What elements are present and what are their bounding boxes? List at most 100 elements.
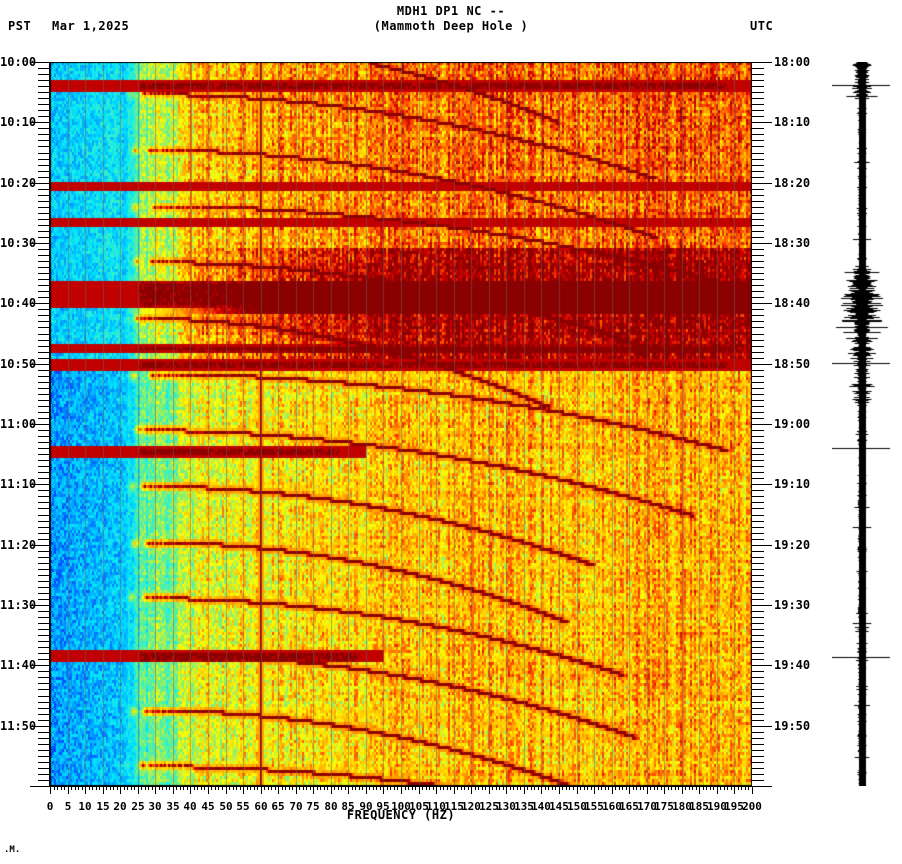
axis-tick: [38, 430, 50, 431]
axis-tick: [38, 714, 50, 715]
axis-tick: [752, 110, 764, 111]
right-time-label: 18:50: [774, 357, 811, 371]
axis-tick: [419, 786, 420, 794]
axis-tick: [513, 786, 514, 790]
axis-tick: [38, 521, 50, 522]
axis-tick: [710, 786, 711, 790]
frequency-tick-label: 60: [254, 800, 268, 813]
axis-tick: [752, 140, 764, 141]
axis-tick: [752, 146, 764, 147]
axis-tick: [552, 786, 553, 790]
axis-tick: [748, 786, 749, 790]
axis-tick: [752, 309, 764, 310]
axis-tick: [752, 696, 764, 697]
axis-tick: [397, 786, 398, 790]
axis-tick: [257, 786, 258, 790]
axis-tick: [752, 762, 764, 763]
axis-tick: [38, 557, 50, 558]
axis-tick: [752, 171, 764, 172]
axis-tick: [752, 122, 772, 123]
axis-tick: [510, 786, 511, 790]
axis-tick: [541, 786, 542, 794]
axis-tick: [38, 490, 50, 491]
axis-tick: [64, 786, 65, 790]
axis-tick: [30, 726, 50, 727]
left-time-label: 10:10: [0, 115, 37, 129]
axis-tick: [752, 671, 764, 672]
axis-tick: [661, 786, 662, 790]
axis-tick: [752, 635, 764, 636]
station-subtitle: (Mammoth Deep Hole ): [373, 19, 529, 33]
axis-tick: [752, 189, 764, 190]
axis-tick: [752, 352, 764, 353]
axis-tick: [38, 400, 50, 401]
right-time-label: 19:50: [774, 719, 811, 733]
frequency-tick-label: 45: [201, 800, 215, 813]
axis-tick: [752, 708, 764, 709]
axis-tick: [338, 786, 339, 790]
axis-tick: [30, 605, 50, 606]
axis-tick: [117, 786, 118, 790]
axis-tick: [752, 629, 764, 630]
axis-tick: [38, 696, 50, 697]
axis-tick: [38, 466, 50, 467]
frequency-tick-label: 185: [689, 800, 709, 813]
axis-tick: [38, 346, 50, 347]
axis-tick: [752, 454, 764, 455]
axis-tick: [752, 726, 772, 727]
spectrogram-plot[interactable]: [50, 62, 752, 786]
axis-tick: [752, 177, 764, 178]
axis-tick: [38, 478, 50, 479]
axis-tick: [30, 665, 50, 666]
axis-tick: [362, 786, 363, 790]
axis-tick: [633, 786, 634, 790]
axis-tick: [38, 297, 50, 298]
axis-tick: [752, 285, 764, 286]
axis-tick: [38, 647, 50, 648]
axis-tick: [443, 786, 444, 790]
header-band: PST Mar 1,2025 MDH1 DP1 NC -- (Mammoth D…: [0, 0, 902, 50]
axis-tick: [226, 786, 227, 794]
axis-tick: [38, 116, 50, 117]
axis-tick: [527, 786, 528, 790]
axis-tick: [752, 219, 764, 220]
axis-tick: [752, 382, 764, 383]
axis-tick: [38, 207, 50, 208]
axis-tick: [752, 430, 764, 431]
axis-tick: [38, 418, 50, 419]
frequency-tick-label: 180: [672, 800, 692, 813]
frequency-tick-label: 50: [219, 800, 233, 813]
axis-tick: [752, 545, 772, 546]
axis-tick: [38, 255, 50, 256]
axis-tick: [752, 370, 764, 371]
axis-tick: [99, 786, 100, 790]
axis-tick: [159, 786, 160, 790]
axis-tick: [38, 502, 50, 503]
axis-tick: [103, 786, 104, 794]
frequency-tick-label: 200: [742, 800, 762, 813]
axis-tick: [752, 358, 764, 359]
frequency-tick-label: 170: [637, 800, 657, 813]
axis-tick: [752, 315, 764, 316]
axis-tick: [68, 786, 69, 794]
axis-tick: [752, 569, 764, 570]
axis-tick: [38, 689, 50, 690]
axis-tick: [299, 786, 300, 790]
axis-tick: [752, 786, 772, 787]
axis-tick: [38, 352, 50, 353]
axis-tick: [668, 786, 669, 790]
axis-tick: [38, 195, 50, 196]
axis-tick: [752, 92, 764, 93]
axis-tick: [278, 786, 279, 794]
axis-tick: [608, 786, 609, 790]
station-title: MDH1 DP1 NC --: [396, 4, 506, 18]
axis-tick: [38, 780, 50, 781]
axis-tick: [38, 171, 50, 172]
axis-tick: [489, 786, 490, 794]
axis-tick: [145, 786, 146, 790]
left-time-label: 11:00: [0, 417, 37, 431]
axis-tick: [285, 786, 286, 790]
axis-tick: [38, 394, 50, 395]
axis-tick: [752, 478, 764, 479]
axis-tick: [752, 484, 772, 485]
